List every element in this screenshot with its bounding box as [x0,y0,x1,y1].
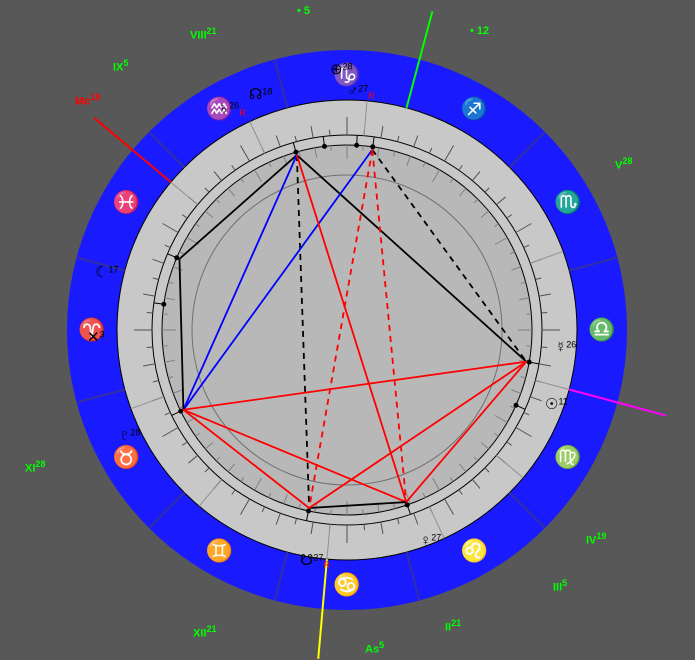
house-cusp-12: • 12 [470,25,489,37]
house-cusp-VIII: VIII21 [190,26,217,42]
house-cusp-5: • 5 [297,5,310,17]
house-cusp-Mc: Mc19 [75,92,100,108]
svg-text:♏: ♏ [554,190,581,215]
svg-text:♌: ♌ [461,538,488,563]
svg-text:♋: ♋ [333,572,360,597]
house-cusp-IX: IX5 [113,58,128,74]
planet-saturn: ♄26R [218,100,246,118]
planet-mars: ♂27R [347,83,375,101]
svg-text:♓: ♓ [112,190,139,215]
house-cusp-XII: XII21 [193,624,216,640]
planet-venus: ♀27 [420,532,441,549]
planet-crossX: ✕3 [87,328,105,346]
planet-moon: ☾17 [95,263,118,281]
house-cusp-II: II21 [445,618,461,634]
house-cusp-XI: XI28 [25,459,45,475]
planet-mercury: ☿26 [555,339,576,356]
house-cusp-III: III5 [553,578,567,594]
planet-fortune: ⊕28 [330,60,353,78]
svg-text:♐: ♐ [461,96,488,121]
planet-sun: ☉11 [545,395,568,413]
planet-snode: ☋27R [300,551,330,570]
planet-node: ☊18 [249,85,272,103]
svg-text:♎: ♎ [588,317,615,342]
house-cusp-IV: IV19 [586,531,606,547]
natal-chart: { "chart": { "center": {"x": 347, "y": 3… [0,0,695,660]
house-cusp-V: V28 [615,156,632,172]
planet-pluto: ♇28 [119,427,140,444]
svg-text:♉: ♉ [112,445,139,470]
svg-text:♊: ♊ [206,538,233,563]
house-cusp-As: As5 [365,640,384,656]
svg-text:♍: ♍ [554,445,581,470]
